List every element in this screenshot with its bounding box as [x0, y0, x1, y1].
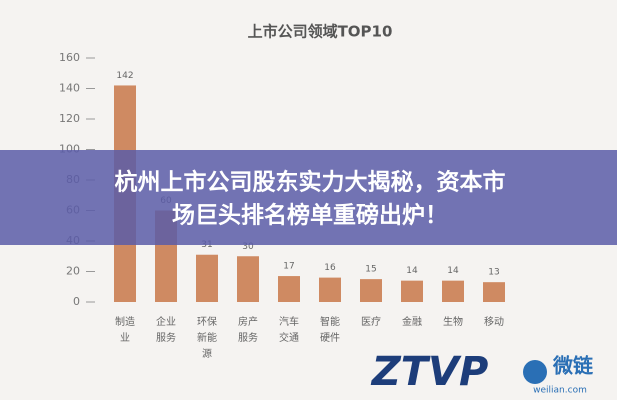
y-tick-label: 20 [66, 265, 80, 278]
x-tick-label: 生物 [443, 315, 463, 328]
x-tick-label: 制造业 [115, 315, 135, 344]
bar [401, 280, 423, 302]
bar [237, 256, 259, 302]
x-tick-label: 汽车交通 [279, 315, 299, 344]
value-label: 142 [116, 71, 133, 81]
value-label: 14 [447, 266, 459, 276]
logo-left: ZTVP [370, 349, 489, 395]
y-tick-label: 0 [73, 295, 80, 308]
bar [483, 282, 505, 302]
logo-right: 微链 [552, 354, 594, 378]
x-tick-label: 移动 [484, 315, 504, 328]
banner-line: 杭州上市公司股东实力大揭秘，资本市 [115, 169, 506, 196]
bar [360, 279, 382, 302]
value-label: 30 [242, 242, 254, 252]
x-tick-label: 环保新能源 [197, 315, 217, 360]
x-tick-label: 房产服务 [238, 315, 258, 344]
logo-sub: weilian.com [533, 386, 587, 396]
bar [278, 276, 300, 302]
y-tick-label: 160 [59, 51, 80, 64]
value-label: 31 [201, 240, 212, 250]
chart-title: 上市公司领域TOP10 [248, 23, 393, 41]
bar [442, 280, 464, 302]
banner [0, 150, 617, 245]
y-tick-label: 120 [59, 112, 80, 125]
x-tick-label: 金融 [402, 315, 422, 328]
value-label: 17 [283, 262, 294, 272]
value-label: 13 [488, 268, 499, 278]
x-tick-label: 医疗 [361, 315, 381, 328]
value-label: 15 [365, 265, 376, 275]
y-tick-label: 140 [59, 82, 80, 95]
banner-line: 场巨头排名榜单重磅出炉！ [172, 202, 448, 229]
logo-icon [523, 360, 547, 384]
x-tick-label: 智能硬件 [320, 315, 340, 344]
bar [196, 254, 218, 302]
value-label: 16 [324, 263, 336, 273]
bar [319, 277, 341, 302]
value-label: 14 [406, 266, 418, 276]
x-tick-label: 企业服务 [156, 315, 176, 344]
